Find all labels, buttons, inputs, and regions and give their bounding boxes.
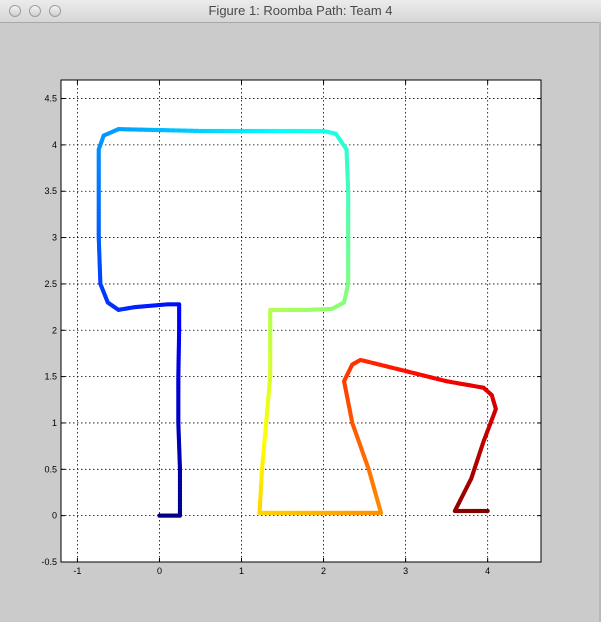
x-tick-label: 4 [485,566,490,576]
zoom-window-button[interactable] [49,5,61,17]
axis-ticks: -1 0 1 2 3 4 -0.5 0 0.5 1 1.5 2 2.5 3 3.5 4 4.5 [41,80,541,576]
roomba-path [96,127,498,518]
y-tick-label: 0.5 [44,464,57,474]
grid-lines [61,80,541,563]
y-tick-label: 1.5 [44,372,57,382]
plot-area [60,79,542,563]
x-tick-label: 3 [403,566,408,576]
window-title: Figure 1: Roomba Path: Team 4 [208,3,393,18]
y-tick-label: 3.5 [44,186,57,196]
window-right-edge [599,22,601,622]
x-tick-label: 1 [239,566,244,576]
y-tick-label: 4.5 [44,94,57,104]
y-tick-label: 2.5 [44,279,57,289]
y-tick-label: -0.5 [41,557,57,567]
y-tick-label: 2 [52,325,57,335]
path-point [485,508,490,514]
y-tick-label: 4 [52,140,57,150]
close-window-button[interactable] [9,5,21,17]
title-bar: Figure 1: Roomba Path: Team 4 [0,0,601,23]
y-tick-label: 0 [52,511,57,521]
y-tick-label: 1 [52,418,57,428]
y-tick-label: 3 [52,233,57,243]
x-tick-label: 0 [157,566,162,576]
x-tick-label: -1 [73,566,81,576]
x-tick-label: 2 [321,566,326,576]
minimize-window-button[interactable] [29,5,41,17]
